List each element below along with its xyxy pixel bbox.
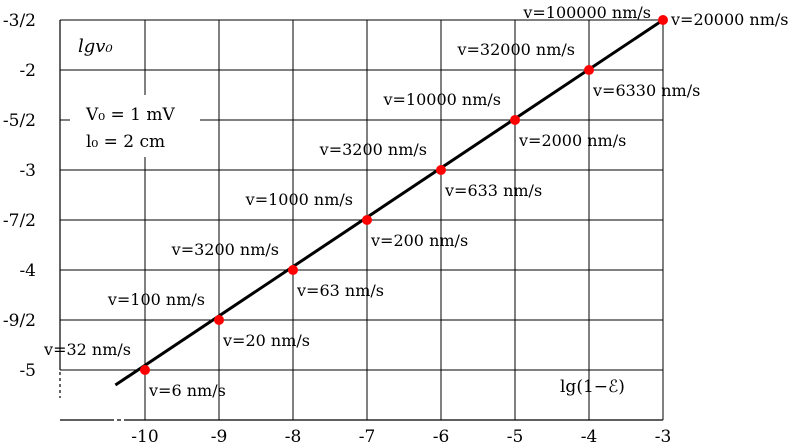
data-point (658, 15, 668, 25)
data-point (140, 365, 150, 375)
info-box-l0: l₀ = 2 cm (86, 132, 165, 152)
data-point (214, 315, 224, 325)
point-label-below: v=6 nm/s (148, 381, 226, 400)
data-point (288, 265, 298, 275)
x-tick-label: -5 (507, 427, 524, 445)
point-label-below: v=20000 nm/s (670, 10, 789, 29)
point-annotations: v=6 nm/s v=32 nm/s v=20 nm/s v=100 nm/s v=63… (43, 3, 788, 400)
data-point (584, 65, 594, 75)
y-tick-label: -2 (19, 61, 36, 81)
point-label-below: v=6330 nm/s (592, 81, 700, 100)
point-label-below: v=63 nm/s (296, 281, 384, 300)
data-points (140, 15, 668, 375)
y-axis-label: lgv₀ (78, 36, 113, 57)
series-line (114, 18, 664, 387)
point-label-above: v=3200 nm/s (171, 240, 279, 259)
point-label-above: v=1000 nm/s (245, 190, 353, 209)
x-tick-labels: -10 -9 -8 -7 -6 -5 -4 -3 (131, 427, 671, 445)
x-axis-label: lg(1−ℰ) (560, 377, 625, 397)
point-label-below: v=633 nm/s (444, 181, 542, 200)
y-tick-labels: -3/2 -2 -5/2 -3 -7/2 -4 -9/2 -5 (3, 11, 36, 381)
y-tick-label: -5/2 (3, 111, 36, 131)
point-label-above: v=10000 nm/s (382, 90, 501, 109)
point-label-below: v=20 nm/s (222, 331, 310, 350)
data-point (510, 115, 520, 125)
info-box-v0: V₀ = 1 mV (85, 105, 175, 125)
point-label-above: v=32000 nm/s (456, 40, 575, 59)
info-box-mask (70, 95, 200, 157)
y-tick-label: -4 (19, 261, 36, 281)
x-tick-label: -10 (131, 427, 158, 445)
y-tick-label: -3 (19, 161, 36, 181)
y-tick-label: -7/2 (3, 211, 36, 231)
x-tick-label: -4 (581, 427, 598, 445)
point-label-below: v=200 nm/s (370, 231, 468, 250)
data-point (436, 165, 446, 175)
data-point (362, 215, 372, 225)
point-label-below: v=2000 nm/s (518, 131, 626, 150)
point-label-above: v=32 nm/s (43, 340, 131, 359)
x-tick-label: -9 (211, 427, 228, 445)
point-label-above: v=100000 nm/s (522, 3, 651, 22)
axes (59, 20, 663, 421)
x-tick-label: -8 (285, 427, 302, 445)
x-tick-label: -7 (359, 427, 376, 445)
y-tick-label: -9/2 (3, 311, 36, 331)
point-label-above: v=3200 nm/s (319, 140, 427, 159)
point-label-above: v=100 nm/s (107, 290, 205, 309)
x-tick-label: -3 (655, 427, 672, 445)
y-tick-label: -5 (19, 361, 36, 381)
y-tick-label: -3/2 (3, 11, 36, 31)
x-tick-label: -6 (433, 427, 450, 445)
